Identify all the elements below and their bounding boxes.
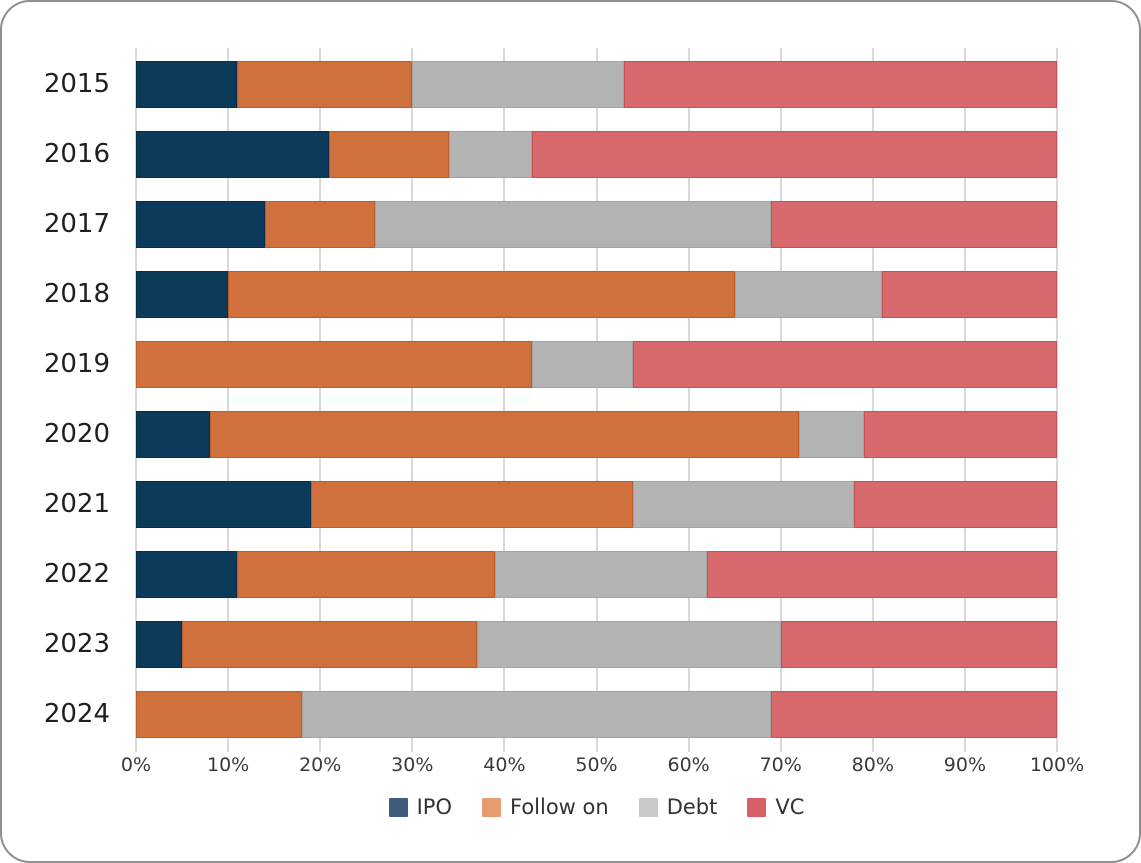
bar-track [136,620,1057,668]
legend-swatch-follow-on-icon [481,797,501,817]
bar-row: 2015 [2,49,1057,119]
bar-segment-debt[interactable] [412,60,625,108]
bar-segment-follow-on[interactable] [182,620,477,668]
bar-segment-vc[interactable] [707,550,1057,598]
bar-segment-vc[interactable] [863,410,1057,458]
bar-segment-debt[interactable] [799,410,864,458]
year-label: 2024 [43,699,110,729]
year-label: 2018 [43,279,110,309]
bar-segment-follow-on[interactable] [237,60,413,108]
bar-segment-follow-on[interactable] [310,480,634,528]
x-tick-label: 60% [667,754,710,776]
legend-label: Debt [666,795,718,819]
bar-segment-follow-on[interactable] [264,200,376,248]
bar-track [136,550,1057,598]
x-tick-label: 10% [206,754,250,776]
bar-segment-vc[interactable] [771,200,1057,248]
bar-segment-follow-on[interactable] [329,130,450,178]
bar-segment-vc[interactable] [771,690,1057,738]
year-label: 2015 [43,69,110,99]
year-label: 2022 [43,559,110,589]
bar-segment-debt[interactable] [734,270,882,318]
bar-segment-debt[interactable] [633,480,855,528]
bar-row: 2016 [2,119,1057,189]
bar-segment-vc[interactable] [532,130,1057,178]
bar-segment-vc[interactable] [882,270,1057,318]
x-tick-label: 100% [1029,754,1085,776]
bar-segment-vc[interactable] [854,480,1057,528]
bar-row: 2021 [2,469,1057,539]
bar-track [136,60,1057,108]
legend-item-ipo[interactable]: IPO [388,795,452,819]
bar-row: 2023 [2,609,1057,679]
year-label: 2017 [43,209,110,239]
x-tick-label: 20% [299,754,342,776]
bar-segment-vc[interactable] [633,340,1057,388]
x-tick-label: 90% [943,754,987,776]
bar-segment-ipo[interactable] [136,270,229,318]
bar-row: 2020 [2,399,1057,469]
x-tick-label: 50% [575,754,618,776]
bar-segment-follow-on[interactable] [228,270,735,318]
legend-label: Follow on [509,795,609,819]
x-tick-label: 80% [851,754,894,776]
legend-item-vc[interactable]: VC [747,795,804,819]
bar-segment-follow-on[interactable] [209,410,800,458]
legend-swatch-debt-icon [638,797,658,817]
bar-segment-debt[interactable] [375,200,772,248]
legend: IPO Follow on Debt VC [136,795,1057,819]
legend-swatch-ipo-icon [388,797,408,817]
bar-segment-ipo[interactable] [136,550,238,598]
bar-segment-follow-on[interactable] [237,550,496,598]
bar-segment-ipo[interactable] [136,200,265,248]
bar-row: 2024 [2,679,1057,749]
x-tick-label: 40% [483,754,526,776]
x-tick-label: 70% [759,754,802,776]
bar-track [136,340,1057,388]
year-label: 2019 [43,349,110,379]
bar-row: 2018 [2,259,1057,329]
bar-segment-vc[interactable] [780,620,1057,668]
bar-row: 2019 [2,329,1057,399]
year-label: 2021 [43,489,110,519]
bar-segment-ipo[interactable] [136,60,238,108]
bar-segment-ipo[interactable] [136,480,311,528]
bar-segment-ipo[interactable] [136,620,183,668]
year-label: 2016 [43,139,110,169]
x-tick-label: 30% [391,754,434,776]
bar-row: 2017 [2,189,1057,259]
bar-segment-ipo[interactable] [136,130,330,178]
legend-item-debt[interactable]: Debt [638,795,718,819]
bar-track [136,410,1057,458]
year-label: 2023 [43,629,110,659]
bar-segment-vc[interactable] [624,60,1057,108]
bar-segment-debt[interactable] [532,340,634,388]
bar-rows: 2015 2016 2017 2018 2019 2020 2021 2022 2023 2024 [2,49,1057,749]
x-tick-label: 0% [120,754,152,776]
bar-segment-debt[interactable] [449,130,532,178]
bar-row: 2022 [2,539,1057,609]
legend-item-follow-on[interactable]: Follow on [481,795,609,819]
bar-track [136,130,1057,178]
x-axis: 0% 10% 20% 30% 40% 50% 60% 70% 80% 90% 100% [2,754,1139,780]
legend-label: IPO [416,795,452,819]
legend-label: VC [775,795,805,819]
bar-track [136,200,1057,248]
legend-swatch-vc-icon [747,797,767,817]
bar-segment-follow-on[interactable] [136,340,533,388]
bar-track [136,480,1057,528]
bar-segment-debt[interactable] [476,620,781,668]
bar-segment-follow-on[interactable] [136,690,302,738]
year-label: 2020 [43,419,110,449]
bar-track [136,270,1057,318]
bar-segment-debt[interactable] [301,690,772,738]
bar-track [136,690,1057,738]
bar-segment-debt[interactable] [495,550,707,598]
bar-segment-ipo[interactable] [136,410,210,458]
